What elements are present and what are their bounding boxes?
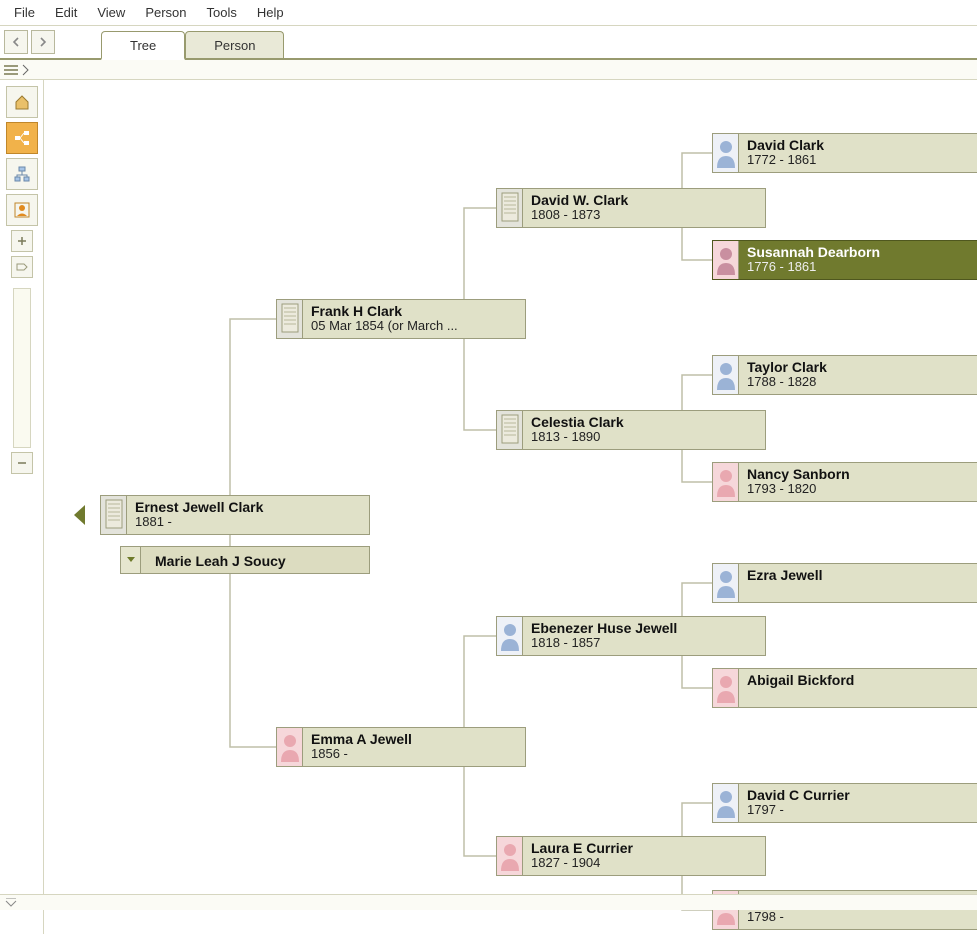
home-icon [13,93,31,111]
menu-file[interactable]: File [4,2,45,23]
person-dates: 1813 - 1890 [531,430,757,445]
person-name: David Clark [747,137,975,153]
chevron-right-icon[interactable] [22,64,30,76]
person-name: Emma A Jewell [311,731,517,747]
person-icon [13,201,31,219]
person-thumb [713,564,739,602]
person-card-gen3a[interactable]: David W. Clark1808 - 1873 [496,188,766,228]
person-card-gen2a[interactable]: Frank H Clark05 Mar 1854 (or March ... [276,299,526,339]
focus-indicator-icon [74,505,85,525]
person-dates: 1788 - 1828 [747,375,975,390]
person-card-gen4b[interactable]: Susannah Dearborn1776 - 1861 [712,240,977,280]
nav-back-button[interactable] [4,30,28,54]
person-card-gen4a[interactable]: David Clark1772 - 1861 [712,133,977,173]
nav-forward-button[interactable] [31,30,55,54]
list-icon[interactable] [4,64,18,76]
person-name: Ezra Jewell [747,567,975,583]
menu-help[interactable]: Help [247,2,294,23]
tag-icon [16,261,28,273]
person-card-gen4f[interactable]: Abigail Bickford [712,668,977,708]
person-card-gen4g[interactable]: David C Currier1797 - [712,783,977,823]
tool-zoom-out[interactable] [11,452,33,474]
person-thumb [713,669,739,707]
person-name: David C Currier [747,787,975,803]
person-dates: 1797 - [747,803,975,818]
person-name: Abigail Bickford [747,672,975,688]
descendant-icon [13,165,31,183]
person-dates: 1856 - [311,747,517,762]
bottom-bar [0,894,977,910]
person-thumb [497,837,523,875]
tool-home[interactable] [6,86,38,118]
person-dates: 1827 - 1904 [531,856,757,871]
pedigree-icon [13,129,31,147]
person-dates: 1808 - 1873 [531,208,757,223]
menu-edit[interactable]: Edit [45,2,87,23]
person-name: Laura E Currier [531,840,757,856]
chevron-right-icon [38,37,48,47]
main-area: Ernest Jewell Clark1881 - Marie Leah J So… [0,80,977,934]
tab-tree[interactable]: Tree [101,31,185,60]
tool-descendant[interactable] [6,158,38,190]
tool-pedigree[interactable] [6,122,38,154]
nav-row: Tree Person [0,26,977,60]
expand-icon[interactable] [4,898,18,908]
sub-toolbar [0,60,977,80]
person-name: Nancy Sanborn [747,466,975,482]
person-thumb [713,784,739,822]
tool-tag[interactable] [11,256,33,278]
person-card-gen3c[interactable]: Ebenezer Huse Jewell1818 - 1857 [496,616,766,656]
menu-bar: File Edit View Person Tools Help [0,0,977,26]
tree-canvas[interactable]: Ernest Jewell Clark1881 - Marie Leah J So… [44,80,977,934]
person-name: David W. Clark [531,192,757,208]
person-name: Taylor Clark [747,359,975,375]
person-thumb [497,189,523,227]
spouse-dropdown-button[interactable] [121,547,141,573]
tab-person[interactable]: Person [185,31,284,58]
person-dates: 05 Mar 1854 (or March ... [311,319,517,334]
person-dates: 1772 - 1861 [747,153,975,168]
person-name: Frank H Clark [311,303,517,319]
person-dates: 1793 - 1820 [747,482,975,497]
person-dates: 1818 - 1857 [531,636,757,651]
person-thumb [713,356,739,394]
menu-person[interactable]: Person [135,2,196,23]
person-card-gen2b[interactable]: Emma A Jewell1856 - [276,727,526,767]
minus-icon [16,457,28,469]
chevron-down-icon [126,556,136,564]
person-dates: 1776 - 1861 [747,260,975,275]
side-toolbar [0,80,44,934]
person-card-gen3b[interactable]: Celestia Clark1813 - 1890 [496,410,766,450]
person-dates: 1798 - [747,910,975,925]
person-card-gen4e[interactable]: Ezra Jewell [712,563,977,603]
person-dates: 1881 - [135,515,361,530]
person-thumb [277,728,303,766]
person-name: Ebenezer Huse Jewell [531,620,757,636]
person-card-root[interactable]: Ernest Jewell Clark1881 - [100,495,370,535]
person-thumb [713,241,739,279]
tool-person[interactable] [6,194,38,226]
person-thumb [101,496,127,534]
person-thumb [277,300,303,338]
person-thumb [713,134,739,172]
zoom-slider[interactable] [13,288,31,448]
person-card-spouse[interactable]: Marie Leah J Soucy [120,546,370,574]
plus-icon [16,235,28,247]
chevron-left-icon [11,37,21,47]
person-card-gen3d[interactable]: Laura E Currier1827 - 1904 [496,836,766,876]
person-card-gen4c[interactable]: Taylor Clark1788 - 1828 [712,355,977,395]
person-thumb [497,617,523,655]
person-name: Marie Leah J Soucy [149,549,361,573]
person-thumb [497,411,523,449]
tool-zoom-in[interactable] [11,230,33,252]
person-thumb [713,463,739,501]
person-name: Celestia Clark [531,414,757,430]
menu-tools[interactable]: Tools [197,2,247,23]
menu-view[interactable]: View [87,2,135,23]
person-name: Susannah Dearborn [747,244,975,260]
person-name: Ernest Jewell Clark [135,499,361,515]
person-card-gen4d[interactable]: Nancy Sanborn1793 - 1820 [712,462,977,502]
